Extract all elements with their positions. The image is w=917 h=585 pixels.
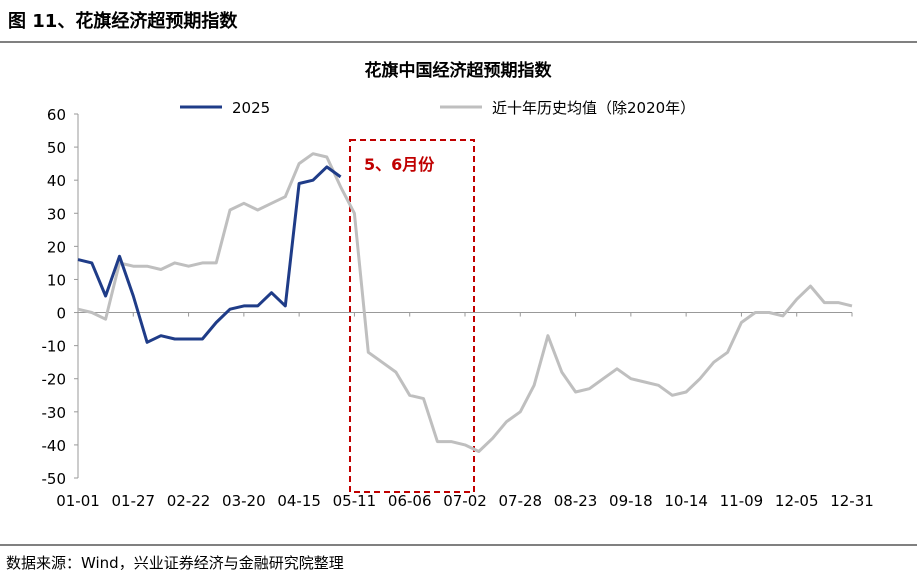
x-tick-label: 01-01 <box>56 492 100 510</box>
y-tick-label: 20 <box>47 238 66 256</box>
x-tick-label: 01-27 <box>111 492 155 510</box>
x-tick-label: 02-22 <box>167 492 211 510</box>
x-tick-label: 04-15 <box>277 492 321 510</box>
y-tick-label: -40 <box>42 437 67 455</box>
highlight-box <box>349 139 475 493</box>
x-tick-label: 07-28 <box>498 492 542 510</box>
chart-title: 花旗中国经济超预期指数 <box>365 60 553 81</box>
x-tick-label: 03-20 <box>222 492 266 510</box>
y-tick-label: 50 <box>47 139 66 157</box>
legend-label: 2025 <box>232 99 270 117</box>
annotation: 5、6月份 <box>364 155 435 174</box>
figure-header: 图 11、花旗经济超预期指数 <box>8 10 238 32</box>
x-tick-label: 10-14 <box>664 492 708 510</box>
y-tick-label: -50 <box>42 470 67 488</box>
y-tick-label: -10 <box>42 338 67 356</box>
x-tick-label: 11-09 <box>720 492 764 510</box>
y-tick-label: 30 <box>47 205 66 223</box>
y-tick-label: 40 <box>47 172 66 190</box>
x-tick-label: 07-02 <box>443 492 487 510</box>
x-tick-label: 06-06 <box>388 492 432 510</box>
x-tick-label: 12-05 <box>775 492 819 510</box>
y-tick-label: -30 <box>42 404 67 422</box>
y-tick-label: -20 <box>42 371 67 389</box>
x-tick-label: 09-18 <box>609 492 653 510</box>
legend-label: 近十年历史均值（除2020年） <box>492 99 695 117</box>
y-tick-label: 60 <box>47 106 66 124</box>
series-line <box>77 165 342 344</box>
series-line <box>77 152 853 453</box>
x-tick-label: 12-31 <box>830 492 874 510</box>
y-tick-label: 0 <box>56 305 66 323</box>
x-tick-label: 08-23 <box>554 492 598 510</box>
source-note: 数据来源：Wind，兴业证券经济与金融研究院整理 <box>6 554 344 572</box>
x-tick-label: 05-11 <box>333 492 377 510</box>
y-tick-label: 10 <box>47 271 66 289</box>
